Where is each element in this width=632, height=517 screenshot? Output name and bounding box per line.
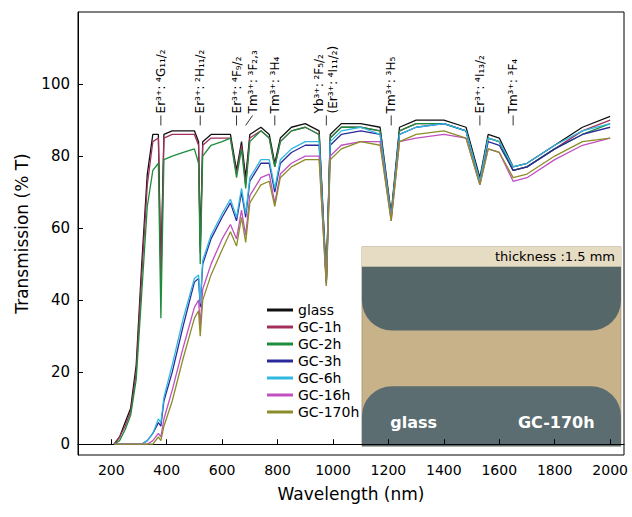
svg-text:Tm³⁺: ³H₅: Tm³⁺: ³H₅ [384,57,398,115]
svg-text:GC-2h: GC-2h [298,336,341,352]
svg-text:GC-16h: GC-16h [298,387,350,403]
svg-text:Transmission (% T): Transmission (% T) [12,153,32,314]
svg-text:1200: 1200 [371,462,407,478]
svg-text:1000: 1000 [315,462,351,478]
svg-text:GC-6h: GC-6h [298,370,341,386]
svg-text:Yb³⁺: ²F₅/₂: Yb³⁺: ²F₅/₂ [312,54,326,115]
svg-text:Er³⁺: ²H₁₁/₂: Er³⁺: ²H₁₁/₂ [193,49,207,113]
svg-text:Er³⁺: ⁴F₉/₂: Er³⁺: ⁴F₉/₂ [230,56,244,113]
svg-text:Tm³⁺: ³F₄: Tm³⁺: ³F₄ [506,59,520,115]
svg-text:Er³⁺: ⁴I₁₃/₂: Er³⁺: ⁴I₁₃/₂ [473,55,487,114]
svg-text:400: 400 [153,462,180,478]
svg-text:1800: 1800 [537,462,573,478]
svg-text:glass: glass [390,413,437,432]
svg-text:200: 200 [98,462,125,478]
svg-text:GC-170h: GC-170h [518,413,595,432]
svg-text:GC-1h: GC-1h [298,319,341,335]
svg-text:Tm³⁺: ³H₄: Tm³⁺: ³H₄ [268,57,282,115]
svg-text:1400: 1400 [426,462,462,478]
svg-text:Wavelength (nm): Wavelength (nm) [278,484,425,504]
svg-text:40: 40 [51,291,70,309]
svg-text:80: 80 [51,147,70,165]
svg-text:0: 0 [60,435,70,453]
svg-text:(Er³⁺: ⁴I₁₁/₂): (Er³⁺: ⁴I₁₁/₂) [326,46,340,114]
svg-text:60: 60 [51,219,70,237]
svg-text:2000: 2000 [592,462,628,478]
svg-text:20: 20 [51,363,70,381]
svg-text:GC-3h: GC-3h [298,353,341,369]
svg-text:100: 100 [41,75,70,93]
svg-text:600: 600 [209,462,236,478]
svg-text:thickness :1.5 mm: thickness :1.5 mm [495,249,615,264]
svg-text:Tm³⁺: ³F₂,₃: Tm³⁺: ³F₂,₃ [246,50,260,114]
svg-text:GC-170h: GC-170h [298,404,359,420]
svg-text:800: 800 [264,462,291,478]
svg-text:glass: glass [298,302,334,318]
svg-text:Er³⁺: ⁴G₁₁/₂: Er³⁺: ⁴G₁₁/₂ [154,49,168,113]
svg-text:1600: 1600 [481,462,517,478]
